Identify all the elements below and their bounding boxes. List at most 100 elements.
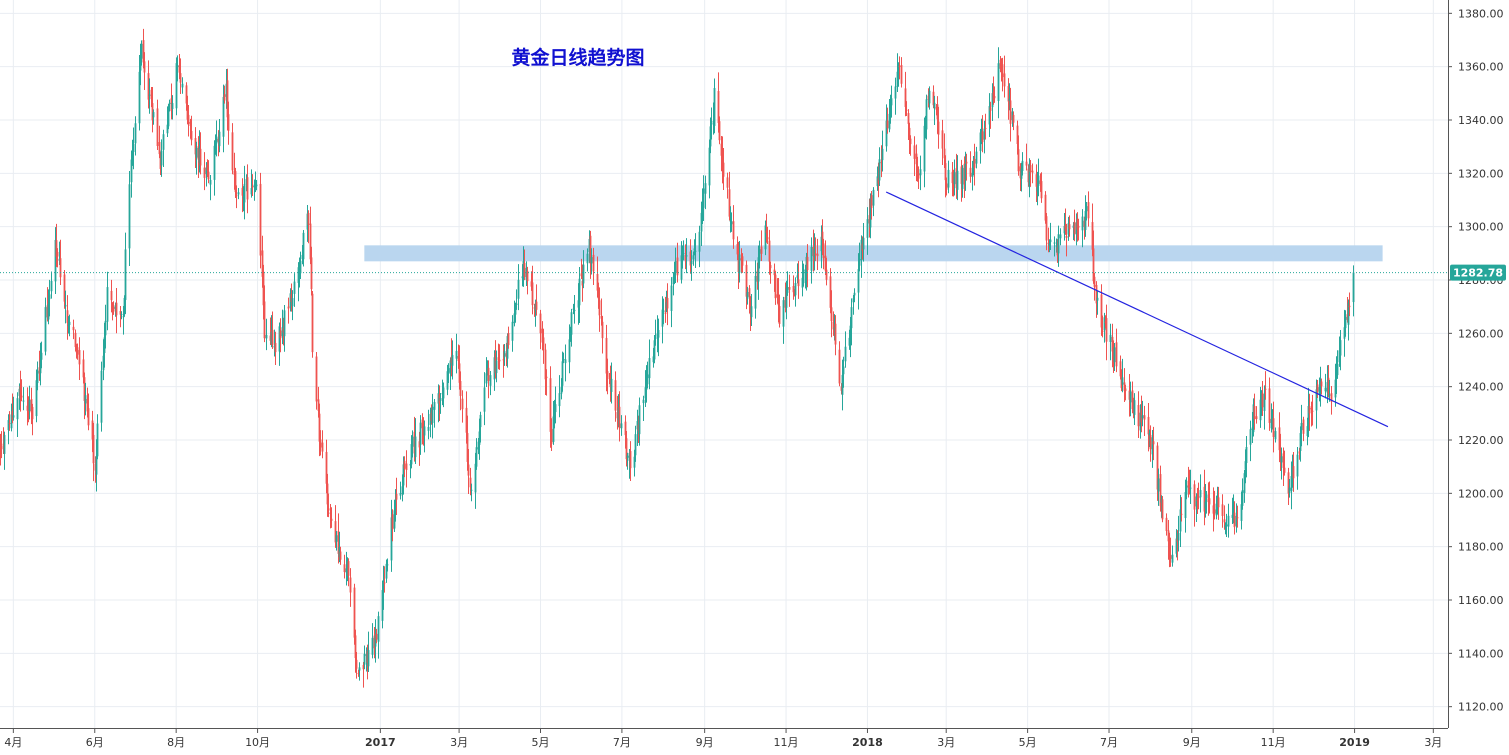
candle-body — [665, 302, 668, 308]
candle-body — [94, 463, 97, 471]
x-tick-label: 11月 — [1261, 736, 1286, 749]
candle-body — [812, 246, 815, 257]
candle-body — [778, 306, 781, 324]
candle-body — [439, 398, 442, 401]
candle-body — [586, 253, 589, 264]
candle-body — [447, 368, 450, 374]
candle-body — [493, 357, 496, 380]
candle-body — [265, 334, 268, 339]
y-tick-label: 1140.00 — [1458, 647, 1504, 660]
candle-body — [877, 177, 880, 184]
candle-body — [326, 483, 329, 505]
candle-body — [972, 162, 975, 172]
candle-body — [681, 256, 684, 260]
candle-body — [1263, 394, 1266, 411]
candle-body — [889, 105, 892, 113]
candle-body — [609, 382, 612, 388]
candle-body — [782, 300, 785, 327]
candle-body — [806, 256, 809, 271]
candle-body — [206, 165, 209, 171]
candle-body — [128, 184, 131, 249]
candle-body — [684, 254, 687, 261]
candle-body — [955, 168, 958, 189]
candle-body — [1208, 498, 1211, 505]
candle-body — [371, 637, 374, 655]
candle-body — [345, 568, 348, 573]
candle-body — [774, 274, 777, 299]
candle-body — [1115, 342, 1118, 367]
candle-body — [530, 281, 533, 287]
candle-body — [72, 326, 75, 331]
candle-body — [403, 460, 406, 469]
candle-body — [1047, 242, 1050, 245]
candle-body — [1231, 514, 1234, 518]
candle-body — [923, 125, 926, 172]
candle-body — [728, 189, 731, 217]
candle-body — [1113, 347, 1116, 363]
candle-body — [1227, 515, 1230, 527]
candle-body — [1326, 382, 1329, 393]
candle-body — [1139, 412, 1142, 431]
candle-body — [885, 120, 888, 147]
candle-body — [1338, 350, 1341, 363]
candle-body — [457, 355, 460, 361]
candle-body — [2, 445, 5, 450]
candle-body — [570, 312, 573, 335]
candle-body — [796, 275, 799, 278]
candle-body — [1057, 234, 1060, 254]
candle-body — [402, 464, 405, 486]
candle-body — [721, 150, 724, 166]
candle-body — [470, 489, 473, 491]
y-tick-label: 1160.00 — [1458, 594, 1504, 607]
candle-body — [76, 347, 79, 355]
y-tick-label: 1180.00 — [1458, 541, 1504, 554]
candle-body — [1319, 384, 1322, 392]
candle-body — [1085, 206, 1088, 212]
candle-body — [334, 521, 337, 543]
candle-body — [255, 184, 258, 187]
candle-body — [1335, 372, 1338, 379]
candle-body — [374, 635, 377, 647]
candle-body — [251, 186, 254, 188]
candle-body — [580, 273, 583, 277]
trendline[interactable] — [885, 191, 1389, 428]
candle-body — [115, 302, 118, 316]
candle-body — [1264, 388, 1267, 390]
candle-body — [822, 243, 825, 259]
candle-body — [273, 345, 276, 348]
candle-body — [860, 239, 863, 261]
candle-body — [801, 277, 804, 288]
candle-body — [250, 188, 253, 195]
candle-body — [572, 308, 575, 310]
candle-body — [409, 464, 412, 466]
candle-body — [1120, 377, 1123, 389]
candle-body — [1095, 284, 1098, 304]
candle-body — [700, 212, 703, 232]
candle-body — [467, 464, 470, 476]
candle-body — [638, 405, 641, 435]
x-tick-label: 3月 — [450, 736, 468, 749]
candle-body — [511, 321, 514, 341]
candle-body — [1318, 387, 1321, 395]
candle-body — [670, 285, 673, 311]
candle-body — [568, 339, 571, 363]
candle-body — [199, 148, 202, 166]
candle-body — [1291, 470, 1294, 476]
candle-body — [1249, 429, 1252, 445]
candle-body — [610, 378, 613, 392]
candle-body — [433, 401, 436, 410]
candle-body — [1287, 472, 1290, 494]
candle-body — [890, 98, 893, 106]
candle-body — [900, 65, 903, 84]
candle-body — [749, 301, 752, 315]
candle-body — [156, 108, 159, 146]
candle-body — [134, 123, 137, 144]
candle-body — [748, 288, 751, 297]
candle-body — [558, 393, 561, 407]
candle-body — [652, 356, 655, 363]
candle-body — [242, 197, 245, 199]
candle-body — [925, 99, 928, 130]
candle-body — [1157, 478, 1160, 492]
candle-body — [1177, 532, 1180, 541]
